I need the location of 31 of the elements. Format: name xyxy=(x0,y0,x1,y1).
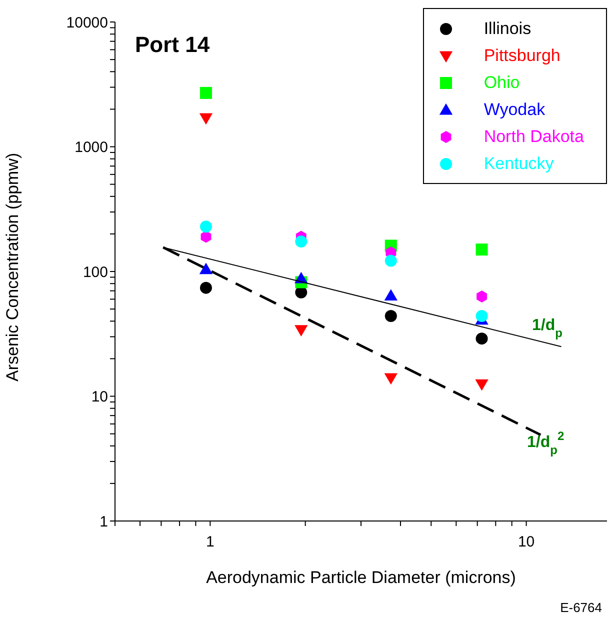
point xyxy=(199,113,213,125)
point xyxy=(384,373,398,385)
point xyxy=(384,254,397,267)
point xyxy=(200,86,212,99)
point xyxy=(475,379,488,391)
y-axis-title: Arsenic Concentration (ppmw) xyxy=(3,152,22,382)
point xyxy=(200,220,212,233)
point xyxy=(200,282,212,294)
text: E-6764 xyxy=(560,600,602,615)
y-tick-label: 100 xyxy=(82,264,108,281)
legend-label: Kentucky xyxy=(484,154,555,174)
legend-label: Illinois xyxy=(484,18,532,38)
x-axis-title: Aerodynamic Particle Diameter (microns) xyxy=(206,568,516,587)
point xyxy=(384,310,397,322)
y-tick-label: 10000 xyxy=(66,14,108,32)
point xyxy=(476,332,488,345)
legend-label: Ohio xyxy=(484,72,521,92)
point xyxy=(199,262,213,274)
text: Port 14 xyxy=(135,32,210,58)
y-tick-label: 10 xyxy=(91,388,108,406)
point xyxy=(200,230,212,243)
annotation: 1/d$_{p}$ xyxy=(532,317,562,340)
legend-label: Wyodak xyxy=(484,100,546,120)
point xyxy=(476,310,488,322)
point xyxy=(476,290,487,303)
legend-label: North Dakota xyxy=(484,126,585,146)
point xyxy=(384,289,398,300)
y-tick-label: 1 xyxy=(100,513,108,530)
legend-label: Pittsburgh xyxy=(484,46,562,66)
point xyxy=(476,244,488,256)
y-tick-label: 1000 xyxy=(74,139,108,156)
